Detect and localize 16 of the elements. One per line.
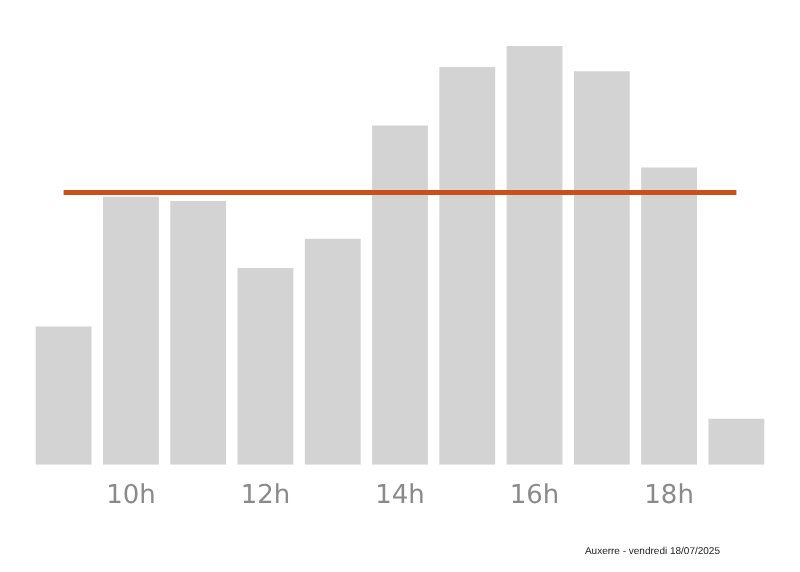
bar [506,46,563,465]
bar [573,71,630,465]
x-tick-label: 10h [106,481,156,512]
bar [372,125,428,465]
x-tick-label: 18h [644,481,694,512]
bar [708,418,765,465]
x-tick-label: 14h [375,481,425,512]
bar [102,196,159,465]
bar [170,200,227,465]
x-tick-label: 16h [509,481,560,512]
bar [641,167,698,465]
bar [439,66,496,465]
bar [237,267,294,465]
bar [304,238,361,465]
x-tick-label: 12h [240,481,291,512]
bar [35,326,92,465]
